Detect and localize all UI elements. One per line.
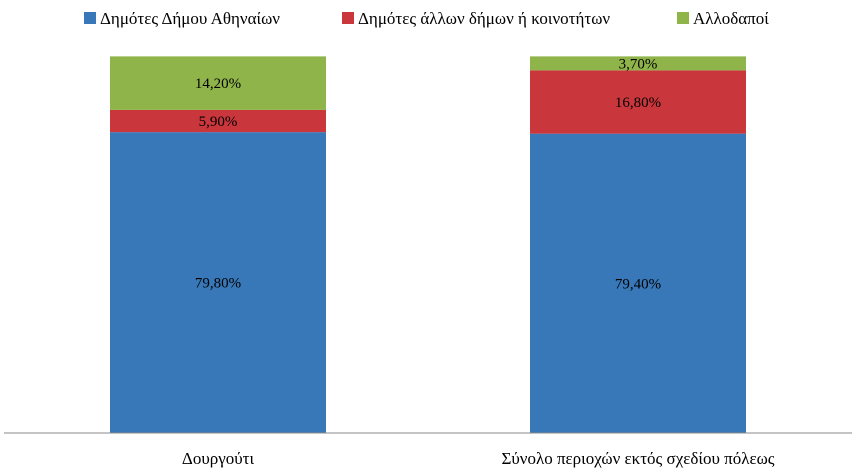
legend-label-3: Αλλοδαποί [693, 9, 769, 28]
category-label-1: Δουργούτι [182, 449, 255, 468]
data-labels: 79,80% 5,90% 14,20% 79,40% 16,80% 3,70% [195, 56, 661, 292]
bar-segment-1-2 [110, 109, 326, 133]
legend-swatch-1 [84, 12, 96, 24]
data-label-1-2: 5,90% [199, 114, 238, 130]
data-label-1-3: 14,20% [195, 76, 241, 92]
legend: Δημότες Δήμου Αθηναίων Δημότες άλλων δήμω… [84, 9, 769, 28]
category-label-2: Σύνολο περιοχών εκτός σχεδίου πόλεως [501, 449, 774, 468]
bars [110, 56, 746, 434]
bar-segment-1-1 [110, 132, 326, 434]
bar-segment-2-3 [530, 56, 746, 71]
data-label-2-3: 3,70% [619, 56, 658, 72]
category-labels: Δουργούτι Σύνολο περιοχών εκτός σχεδίου π… [182, 449, 775, 468]
legend-swatch-3 [677, 12, 689, 24]
data-label-2-2: 16,80% [615, 95, 661, 111]
legend-label-2: Δημότες άλλων δήμων ή κοινοτήτων [358, 9, 610, 28]
bar-segment-1-3 [110, 56, 326, 110]
legend-label-1: Δημότες Δήμου Αθηναίων [100, 9, 280, 28]
legend-swatch-2 [342, 12, 354, 24]
bar-segment-2-2 [530, 70, 746, 134]
data-label-1-1: 79,80% [195, 276, 241, 292]
data-label-2-1: 79,40% [615, 276, 661, 292]
bar-segment-2-1 [530, 133, 746, 434]
